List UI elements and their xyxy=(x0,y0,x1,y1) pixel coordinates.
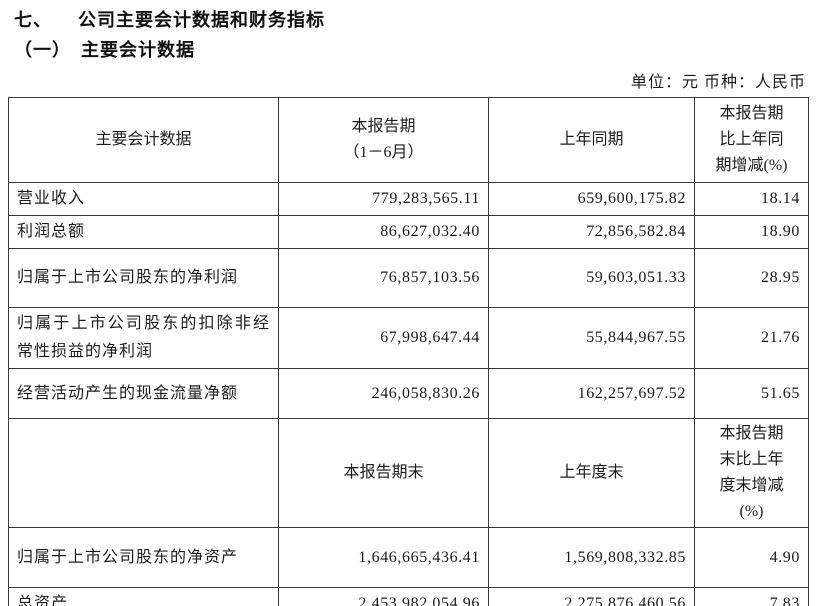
header-blank xyxy=(8,418,279,528)
table-row-total-profit: 利润总额 86,627,032.40 72,856,582.84 18.90 xyxy=(8,215,809,249)
header-period-change: 本报告期 比上年同 期增减(%) xyxy=(694,97,809,183)
row-current-value: 76,857,103.56 xyxy=(278,248,489,308)
row-prior-value: 659,600,175.82 xyxy=(488,182,695,216)
row-label: 利润总额 xyxy=(8,215,279,249)
table-header-period: 主要会计数据 本报告期 （1－6月） 上年同期 本报告期 比上年同 期增减(%) xyxy=(8,97,809,183)
row-change-value: 4.90 xyxy=(694,527,809,588)
row-change-value: 18.90 xyxy=(694,215,809,249)
row-label: 总资产 xyxy=(8,587,279,606)
row-change-value: 51.65 xyxy=(694,368,809,419)
row-label: 营业收入 xyxy=(8,182,279,216)
row-label: 经营活动产生的现金流量净额 xyxy=(8,368,279,419)
row-current-value: 779,283,565.11 xyxy=(278,182,489,216)
row-change-value: 7.83 xyxy=(694,587,809,606)
subsection-title-text: 主要会计数据 xyxy=(81,40,195,60)
table-header-period-end: 本报告期末 上年度末 本报告期 末比上年 度末增减 (%) xyxy=(8,418,809,528)
row-change-value: 28.95 xyxy=(694,248,809,308)
accounting-data-table: 主要会计数据 本报告期 （1－6月） 上年同期 本报告期 比上年同 期增减(%)… xyxy=(8,97,809,606)
row-prior-value: 59,603,051.33 xyxy=(488,248,695,308)
row-current-value: 246,058,830.26 xyxy=(278,368,489,419)
header-main-accounting-data: 主要会计数据 xyxy=(8,97,279,183)
header-period-end-change: 本报告期 末比上年 度末增减 (%) xyxy=(694,418,809,528)
row-label: 归属于上市公司股东的净利润 xyxy=(8,248,279,308)
unit-currency-note: 单位：元 币种：人民币 xyxy=(630,74,806,91)
row-current-value: 86,627,032.40 xyxy=(278,215,489,249)
row-prior-value: 1,569,808,332.85 xyxy=(488,527,695,588)
row-prior-value: 162,257,697.52 xyxy=(488,368,695,419)
row-label: 归属于上市公司股东的净资产 xyxy=(8,527,279,588)
section-title-text: 公司主要会计数据和财务指标 xyxy=(78,10,325,30)
table-row-operating-revenue: 营业收入 779,283,565.11 659,600,175.82 18.14 xyxy=(8,182,809,216)
table-row-operating-cash-flow: 经营活动产生的现金流量净额 246,058,830.26 162,257,697… xyxy=(8,368,809,419)
row-label: 归属于上市公司股东的扣除非经常性损益的净利润 xyxy=(8,307,279,369)
row-prior-value: 55,844,967.55 xyxy=(488,307,695,369)
subsection-title: （一） 主要会计数据 xyxy=(14,36,195,62)
section-number: 七、 xyxy=(14,10,52,30)
row-change-value: 21.76 xyxy=(694,307,809,369)
row-current-value: 67,998,647.44 xyxy=(278,307,489,369)
row-prior-value: 72,856,582.84 xyxy=(488,215,695,249)
table-row-net-profit-excl-nonrecurring: 归属于上市公司股东的扣除非经常性损益的净利润 67,998,647.44 55,… xyxy=(8,307,809,369)
row-current-value: 2,453,982,054.96 xyxy=(278,587,489,606)
table-row-net-assets-attributable: 归属于上市公司股东的净资产 1,646,665,436.41 1,569,808… xyxy=(8,527,809,588)
header-prior-year-end: 上年度末 xyxy=(488,418,695,528)
header-current-period-end: 本报告期末 xyxy=(278,418,489,528)
header-prior-period: 上年同期 xyxy=(488,97,695,183)
subsection-number: （一） xyxy=(14,40,71,60)
row-current-value: 1,646,665,436.41 xyxy=(278,527,489,588)
row-change-value: 18.14 xyxy=(694,182,809,216)
row-prior-value: 2,275,876,460.56 xyxy=(488,587,695,606)
table-row-total-assets: 总资产 2,453,982,054.96 2,275,876,460.56 7.… xyxy=(8,587,809,606)
header-current-period: 本报告期 （1－6月） xyxy=(278,97,489,183)
section-title: 七、 公司主要会计数据和财务指标 xyxy=(14,6,325,32)
table-row-net-profit-attributable: 归属于上市公司股东的净利润 76,857,103.56 59,603,051.3… xyxy=(8,248,809,308)
